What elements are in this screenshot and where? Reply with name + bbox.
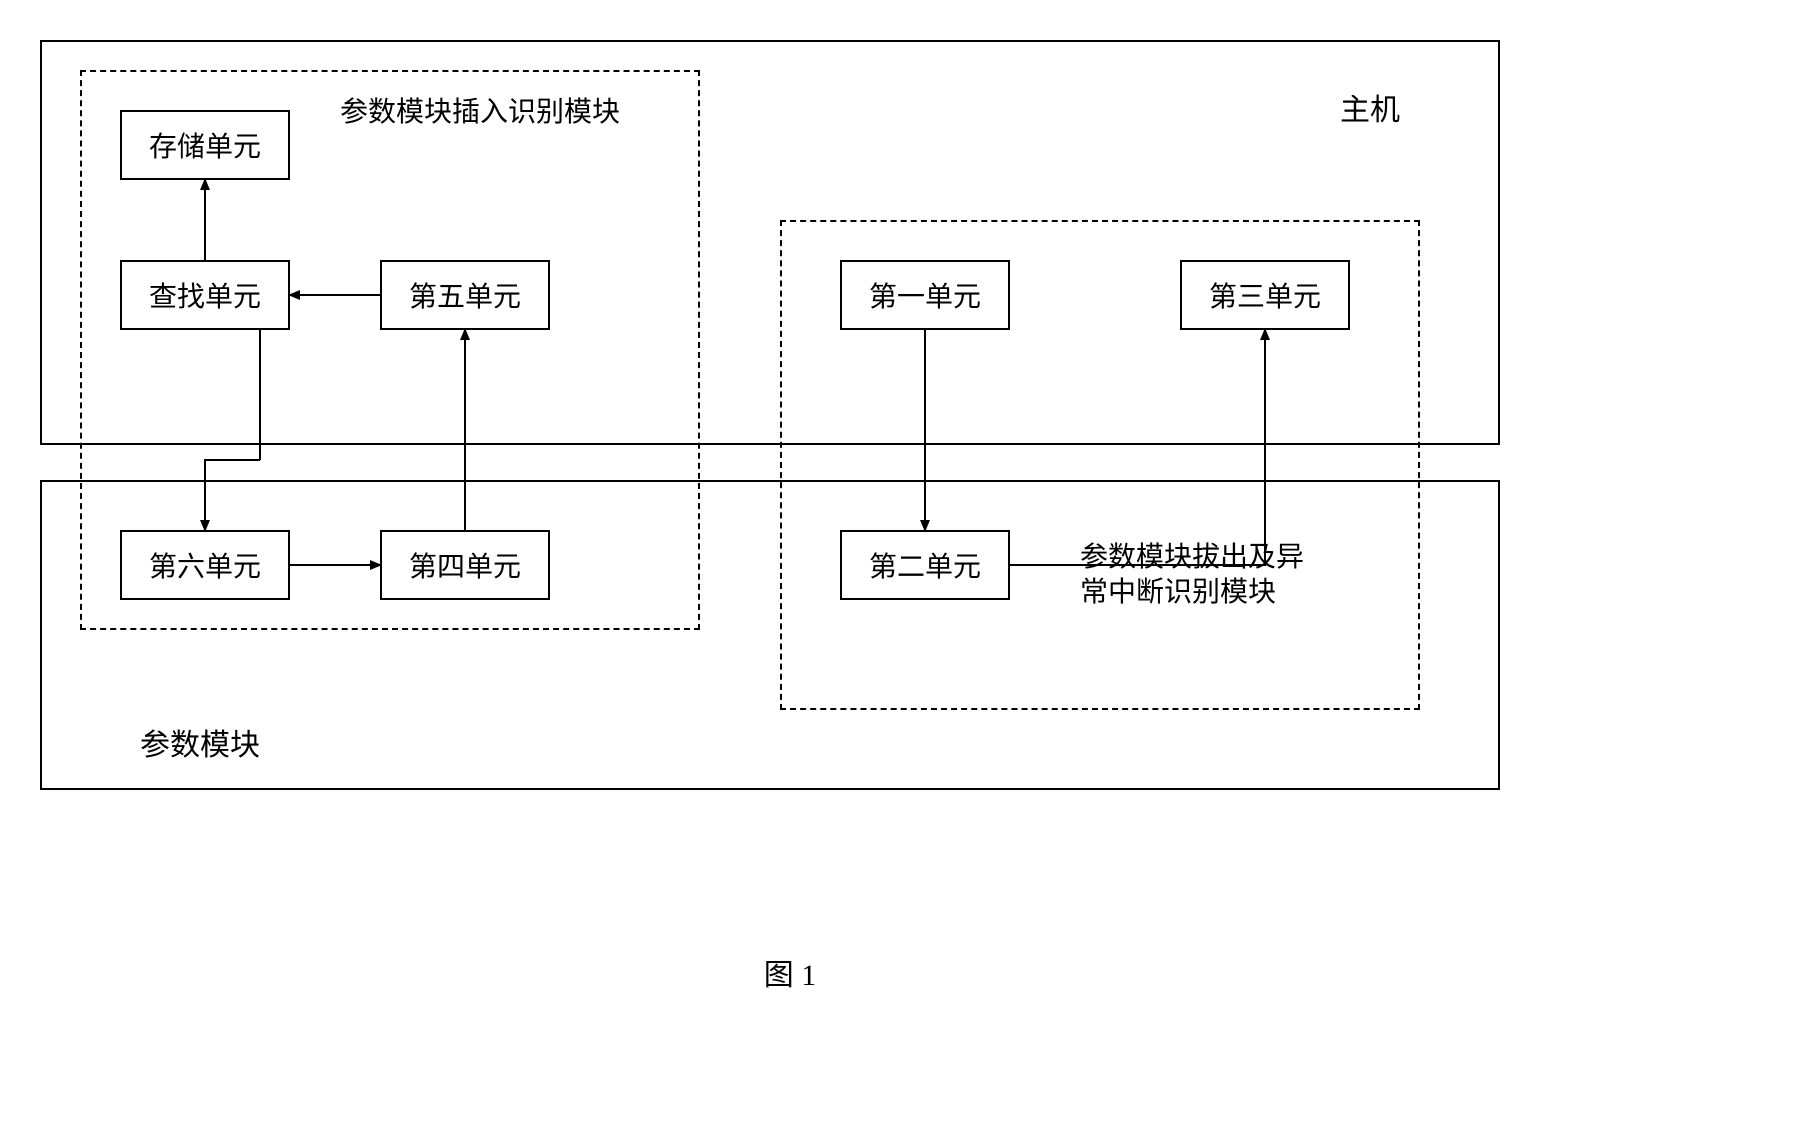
diagram-canvas: 主机 参数模块 参数模块插入识别模块 参数模块拔出及异 常中断识别模块 存储单元… (40, 40, 1540, 940)
pullout-module-label-line2: 常中断识别模块 (1080, 570, 1276, 610)
unit-3-label: 第三单元 (1209, 275, 1321, 315)
pullout-module-label-line1: 参数模块拔出及异 (1080, 535, 1304, 575)
param-module-label: 参数模块 (140, 720, 260, 764)
unit-6-label: 第六单元 (149, 545, 261, 585)
storage-unit: 存储单元 (120, 110, 290, 180)
unit-2-label: 第二单元 (869, 545, 981, 585)
unit-3: 第三单元 (1180, 260, 1350, 330)
lookup-unit: 查找单元 (120, 260, 290, 330)
unit-4-label: 第四单元 (409, 545, 521, 585)
figure-caption: 图 1 (40, 950, 1540, 994)
unit-5-label: 第五单元 (409, 275, 521, 315)
unit-5: 第五单元 (380, 260, 550, 330)
lookup-unit-label: 查找单元 (149, 275, 261, 315)
unit-4: 第四单元 (380, 530, 550, 600)
unit-1: 第一单元 (840, 260, 1010, 330)
unit-1-label: 第一单元 (869, 275, 981, 315)
host-label: 主机 (1340, 85, 1400, 129)
unit-2: 第二单元 (840, 530, 1010, 600)
insert-recognition-label: 参数模块插入识别模块 (340, 90, 620, 130)
unit-6: 第六单元 (120, 530, 290, 600)
storage-unit-label: 存储单元 (149, 125, 261, 165)
